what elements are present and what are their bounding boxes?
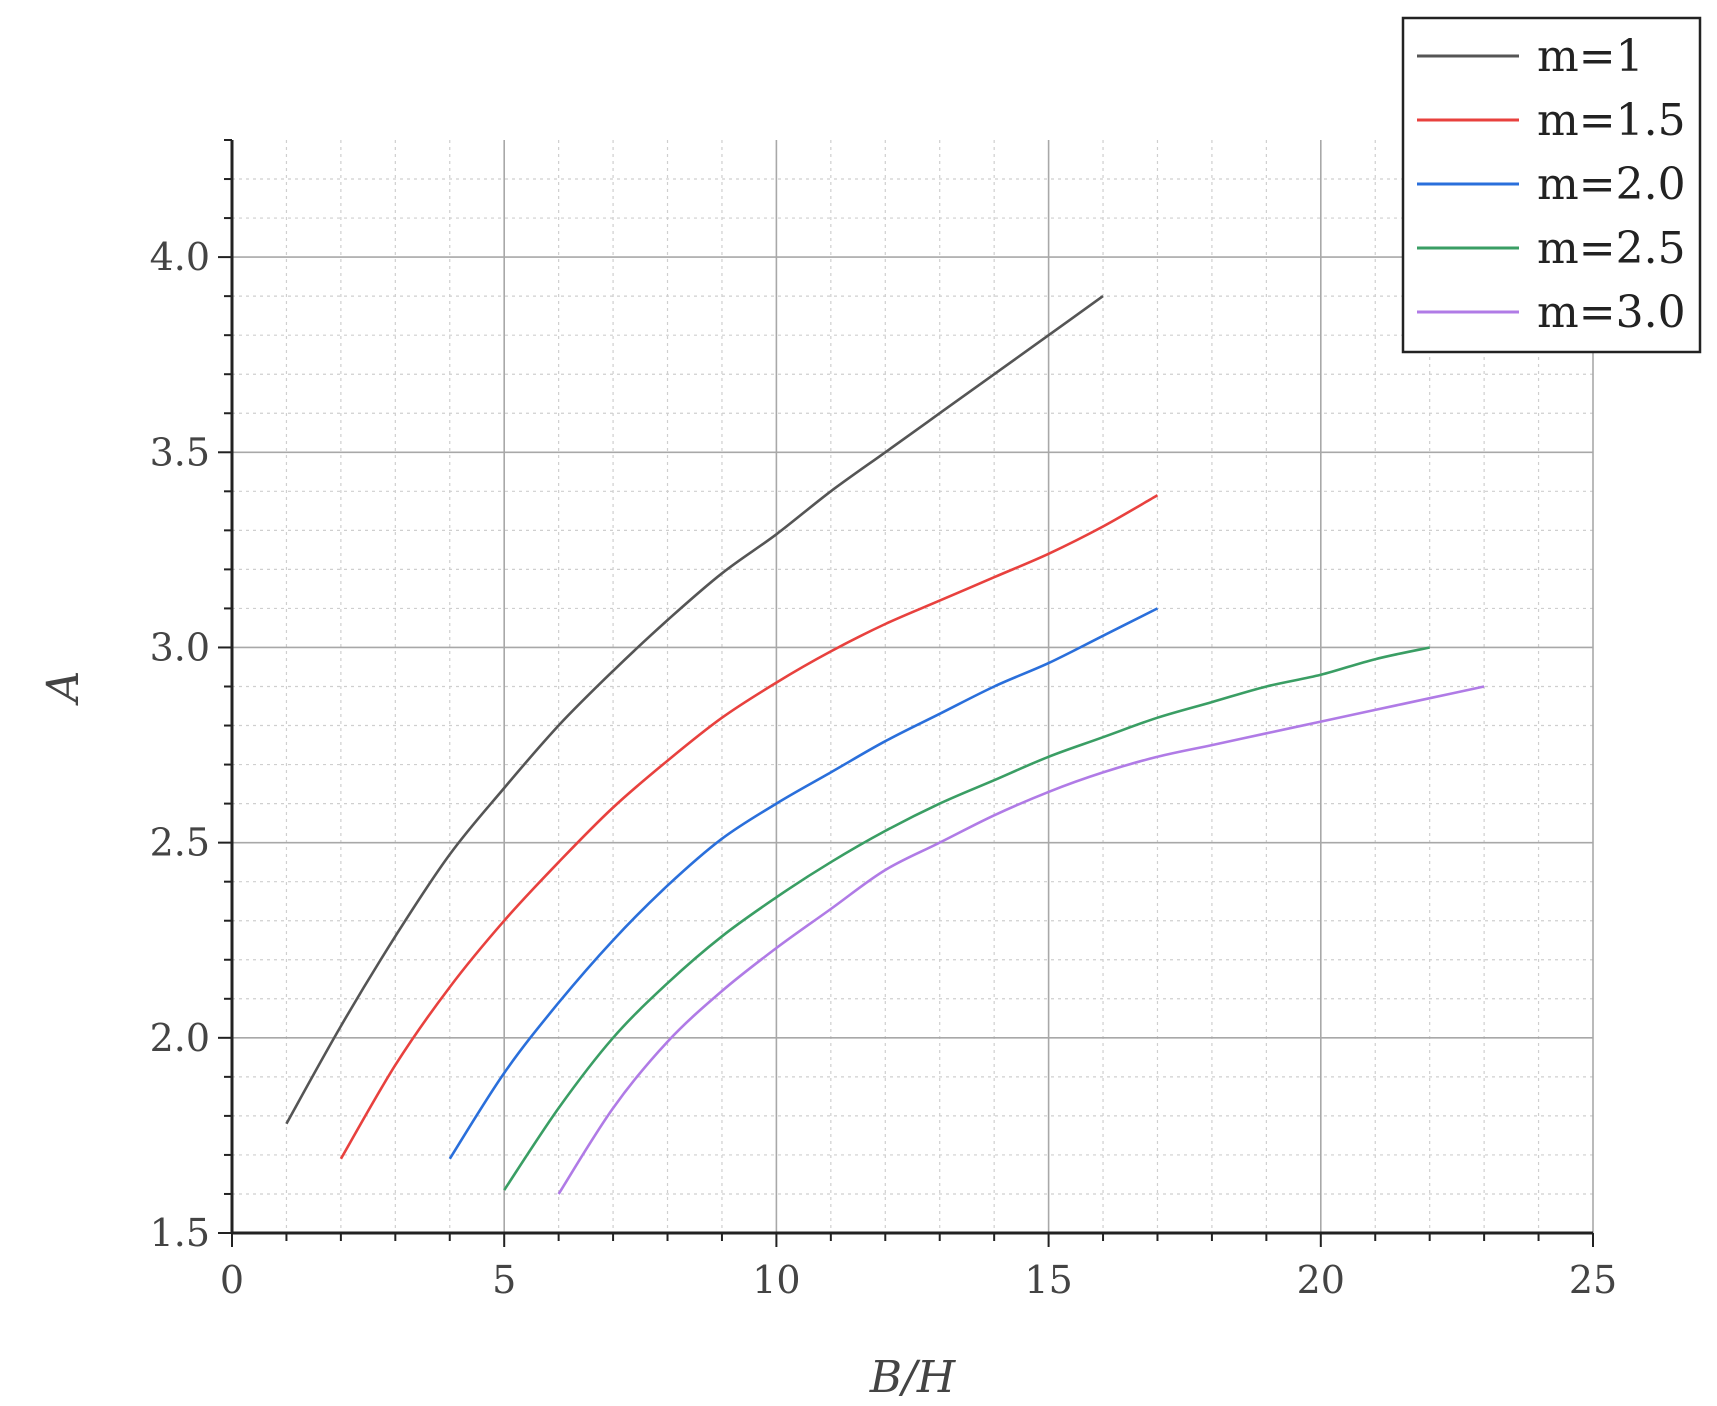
tick-labels: 0 5 10 15 20 25 1.5 2.0 2.5 3.0 3.5 4.0 (150, 235, 1618, 1302)
legend-label: m=3.0 (1537, 287, 1686, 338)
y-axis-title: A (38, 671, 89, 707)
x-tick-label: 5 (492, 1258, 516, 1302)
x-tick-label: 0 (220, 1258, 244, 1302)
minor-grid (232, 140, 1593, 1233)
x-tick-label: 20 (1297, 1258, 1345, 1302)
legend: m=1 m=1.5 m=2.0 m=2.5 m=3.0 (1401, 16, 1702, 354)
series-line-2 (339, 494, 1159, 1160)
x-tick-label: 25 (1569, 1258, 1617, 1302)
x-axis-title: B/H (869, 1352, 957, 1403)
legend-label: m=2.5 (1537, 223, 1686, 274)
y-tick-label: 3.0 (150, 625, 210, 669)
series-line-1 (285, 295, 1104, 1125)
y-tick-label: 3.5 (150, 430, 210, 474)
y-tick-label: 1.5 (150, 1211, 210, 1255)
y-tick-label: 2.0 (150, 1016, 210, 1060)
legend-label: m=1.5 (1537, 95, 1686, 146)
series-line-5 (557, 685, 1485, 1195)
x-tick-label: 15 (1024, 1258, 1072, 1302)
axes (218, 139, 1594, 1247)
series-line-3 (448, 607, 1159, 1160)
x-tick-label: 10 (752, 1258, 800, 1302)
y-tick-label: 2.5 (150, 821, 210, 865)
series-line-4 (503, 646, 1430, 1191)
series-lines (285, 295, 1485, 1195)
y-tick-label: 4.0 (150, 235, 210, 279)
legend-label: m=2.0 (1537, 159, 1686, 210)
major-grid (232, 140, 1594, 1233)
legend-label: m=1 (1537, 31, 1644, 82)
